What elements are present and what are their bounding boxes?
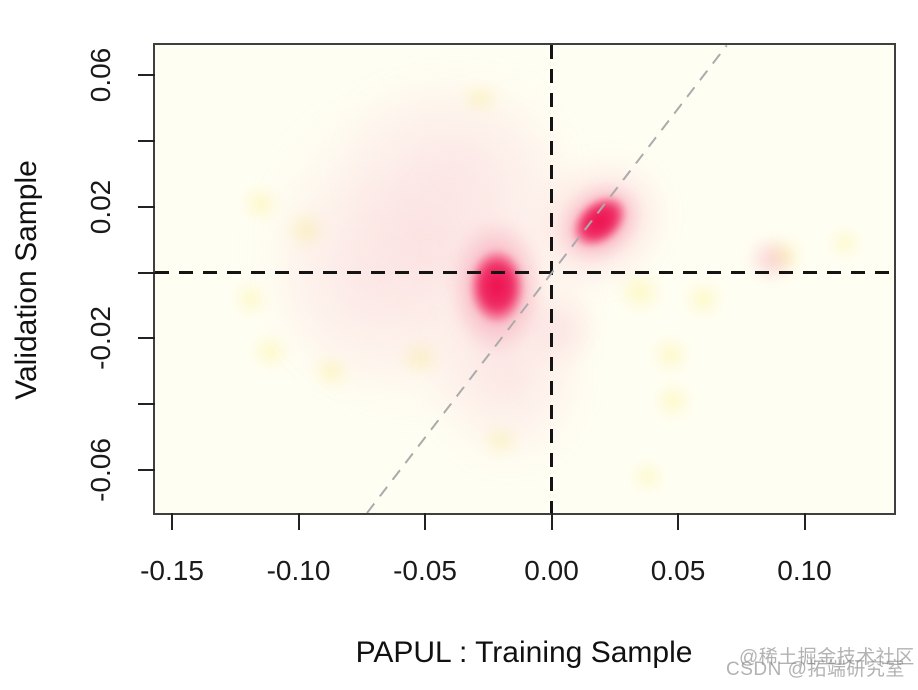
y-axis-tick: [138, 271, 155, 274]
yellow-density-spot: [232, 279, 269, 319]
density-blob-cloud-main: [252, 78, 608, 421]
x-axis-tick-label: -0.05: [393, 555, 457, 586]
x-axis-tick: [297, 513, 300, 530]
vline-x0: [550, 45, 554, 513]
y-axis-tick: [138, 468, 155, 471]
x-axis-tick-label: -0.15: [140, 555, 204, 586]
y-axis-tick: [138, 205, 155, 208]
density-blob-peak2-halo: [538, 161, 661, 282]
yellow-density-spot: [250, 331, 291, 372]
x-axis-tick-label: 0.05: [650, 555, 706, 586]
y-axis-tick: [138, 74, 155, 77]
watermark-line-2: CSDN @拓端研究室: [726, 659, 905, 680]
yellow-density-spot: [683, 279, 724, 319]
density-blob-spot-right-pink: [746, 234, 797, 285]
density-blob-cloud-tail-lower: [425, 275, 592, 474]
x-axis-tick-label: -0.10: [266, 555, 331, 586]
x-axis-tick-label: 0.10: [777, 555, 832, 586]
hline-y0: [155, 271, 894, 275]
yellow-density-spot: [614, 269, 666, 316]
watermark-line-1: @稀土掘金技术社区: [739, 647, 915, 668]
yellow-density-spot: [283, 206, 329, 253]
plot-area: [153, 43, 896, 515]
y-axis-tick: [138, 140, 155, 143]
density-blob-peak1-core: [469, 248, 525, 325]
x-axis-tick: [803, 513, 806, 530]
density-blob-peak2-halo-outer: [499, 125, 700, 321]
yellow-density-spot: [240, 183, 281, 224]
y-axis-tick-label: -0.02: [85, 306, 116, 371]
density-blob-cloud-left: [260, 164, 463, 395]
identity-line: [365, 45, 728, 513]
yellow-density-spot: [311, 351, 352, 391]
yellow-density-spot: [457, 81, 504, 115]
y-axis-tick-label: 0.02: [85, 179, 116, 235]
y-axis-tick: [138, 337, 155, 340]
x-axis-tick: [677, 513, 680, 530]
yellow-density-spot: [827, 226, 863, 260]
y-axis-tick: [138, 403, 155, 406]
y-axis-tick-label: -0.06: [85, 437, 116, 502]
x-axis-tick: [550, 513, 553, 530]
x-axis-title: PAPUL : Training Sample: [355, 636, 693, 669]
density-blob-peak1-halo: [449, 218, 546, 357]
yellow-density-spot: [650, 335, 691, 375]
yellow-density-spot: [480, 423, 522, 457]
density-blob-wisp-below-center: [521, 285, 603, 372]
yellow-density-spot: [764, 236, 805, 276]
yellow-density-spot: [652, 381, 694, 421]
density-blob-cloud-upper: [328, 58, 582, 276]
x-axis-tick-label: 0.00: [524, 555, 579, 586]
yellow-density-spot: [397, 338, 443, 378]
yellow-density-spot: [629, 460, 666, 493]
x-axis-tick: [171, 513, 174, 530]
x-axis-tick: [424, 513, 427, 530]
y-axis-tick-label: 0.06: [85, 48, 116, 103]
y-axis-title: Validation Sample: [10, 160, 43, 400]
density-blob-peak2-core: [561, 184, 638, 259]
